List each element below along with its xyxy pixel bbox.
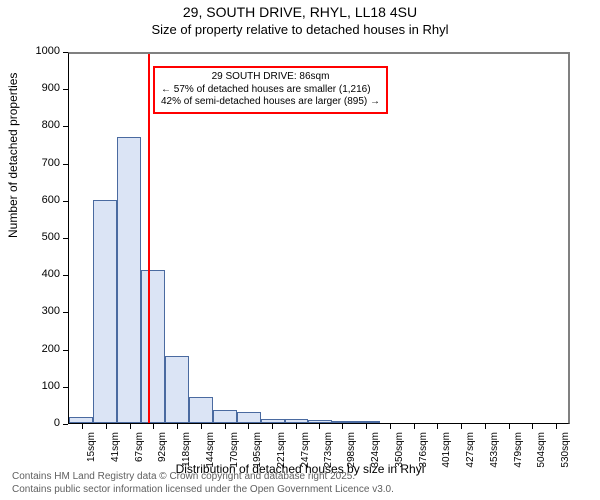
x-tick-label: 170sqm [229, 432, 240, 472]
x-tick-label: 273sqm [323, 432, 334, 472]
histogram-bar [237, 412, 261, 423]
reference-line [148, 54, 150, 423]
y-axis-label: Number of detached properties [6, 73, 20, 238]
x-tick-mark [82, 424, 83, 429]
y-tick-label: 700 [26, 157, 60, 169]
footer-attribution: Contains HM Land Registry data © Crown c… [12, 471, 394, 496]
footer-line-1: Contains HM Land Registry data © Crown c… [12, 471, 394, 484]
y-tick-label: 500 [26, 231, 60, 243]
y-tick-mark [63, 126, 68, 127]
x-tick-mark [319, 424, 320, 429]
x-tick-label: 247sqm [300, 432, 311, 472]
histogram-bar [117, 137, 141, 423]
x-tick-mark [390, 424, 391, 429]
y-tick-mark [63, 312, 68, 313]
y-tick-label: 400 [26, 268, 60, 280]
annotation-line: 42% of semi-detached houses are larger (… [161, 96, 380, 109]
title-line-1: 29, SOUTH DRIVE, RHYL, LL18 4SU [0, 4, 600, 20]
y-tick-label: 0 [26, 417, 60, 429]
histogram-bar [189, 397, 213, 423]
x-tick-mark [130, 424, 131, 429]
x-tick-label: 479sqm [513, 432, 524, 472]
x-tick-label: 453sqm [489, 432, 500, 472]
y-tick-mark [63, 164, 68, 165]
x-tick-mark [414, 424, 415, 429]
x-tick-mark [225, 424, 226, 429]
x-tick-mark [177, 424, 178, 429]
title-block: 29, SOUTH DRIVE, RHYL, LL18 4SU Size of … [0, 0, 600, 37]
histogram-bar [165, 356, 189, 423]
y-tick-mark [63, 238, 68, 239]
footer-line-2: Contains public sector information licen… [12, 484, 394, 497]
y-tick-mark [63, 350, 68, 351]
x-tick-mark [437, 424, 438, 429]
histogram-bar [308, 420, 332, 423]
x-tick-mark [106, 424, 107, 429]
x-tick-label: 298sqm [346, 432, 357, 472]
x-tick-mark [532, 424, 533, 429]
x-tick-mark [366, 424, 367, 429]
y-tick-label: 300 [26, 305, 60, 317]
x-tick-mark [509, 424, 510, 429]
histogram-bar [69, 417, 93, 423]
y-tick-mark [63, 89, 68, 90]
x-tick-label: 376sqm [418, 432, 429, 472]
histogram-bar [356, 421, 380, 423]
x-tick-mark [342, 424, 343, 429]
y-tick-label: 900 [26, 82, 60, 94]
x-tick-label: 92sqm [157, 432, 168, 472]
x-tick-label: 195sqm [252, 432, 263, 472]
x-tick-mark [272, 424, 273, 429]
y-tick-label: 200 [26, 343, 60, 355]
x-tick-label: 504sqm [536, 432, 547, 472]
x-tick-mark [296, 424, 297, 429]
histogram-bar [93, 200, 117, 423]
x-tick-label: 118sqm [181, 432, 192, 472]
x-tick-mark [201, 424, 202, 429]
histogram-bar [285, 419, 309, 423]
x-tick-label: 401sqm [441, 432, 452, 472]
x-tick-label: 324sqm [370, 432, 381, 472]
y-tick-mark [63, 387, 68, 388]
x-tick-label: 350sqm [394, 432, 405, 472]
x-tick-label: 41sqm [110, 432, 121, 472]
y-tick-label: 800 [26, 119, 60, 131]
y-tick-mark [63, 275, 68, 276]
annotation-line: 29 SOUTH DRIVE: 86sqm [161, 71, 380, 84]
x-tick-label: 144sqm [205, 432, 216, 472]
x-tick-label: 427sqm [465, 432, 476, 472]
x-tick-mark [556, 424, 557, 429]
histogram-bar [141, 270, 165, 423]
x-tick-mark [485, 424, 486, 429]
x-tick-mark [461, 424, 462, 429]
histogram-bar [261, 419, 285, 423]
x-tick-label: 67sqm [134, 432, 145, 472]
y-tick-label: 100 [26, 380, 60, 392]
title-line-2: Size of property relative to detached ho… [0, 22, 600, 37]
y-tick-label: 1000 [26, 45, 60, 57]
y-tick-mark [63, 201, 68, 202]
x-tick-mark [248, 424, 249, 429]
y-tick-mark [63, 52, 68, 53]
annotation-line: ← 57% of detached houses are smaller (1,… [161, 84, 380, 97]
histogram-bar [332, 421, 356, 423]
x-tick-label: 530sqm [560, 432, 571, 472]
histogram-bar [213, 410, 237, 423]
annotation-box: 29 SOUTH DRIVE: 86sqm← 57% of detached h… [153, 66, 388, 114]
y-tick-mark [63, 424, 68, 425]
histogram-plot: 29 SOUTH DRIVE: 86sqm← 57% of detached h… [68, 52, 570, 424]
x-tick-mark [153, 424, 154, 429]
x-tick-label: 15sqm [86, 432, 97, 472]
x-tick-label: 221sqm [276, 432, 287, 472]
y-tick-label: 600 [26, 194, 60, 206]
